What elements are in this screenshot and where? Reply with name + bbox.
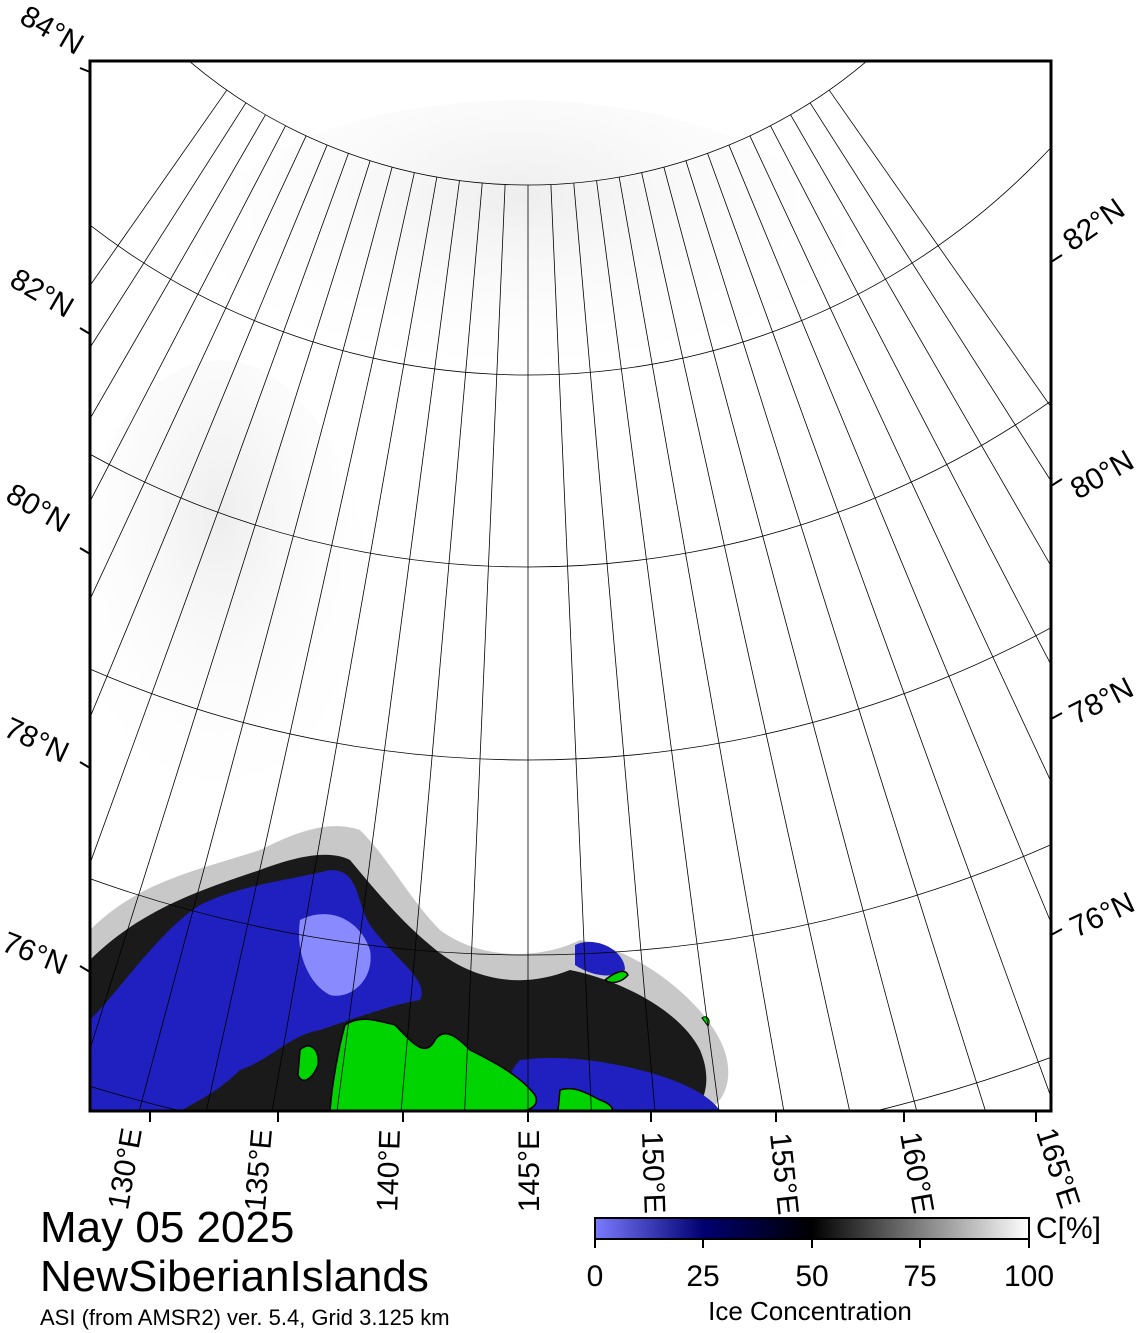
lon-label: 135°E bbox=[239, 1128, 279, 1213]
meridian-line bbox=[618, 176, 785, 1111]
lat-label-left: 84°N bbox=[15, 0, 90, 62]
meridian-line bbox=[336, 180, 460, 1111]
meridian-line bbox=[828, 89, 1051, 408]
colorbar-tick-label: 0 bbox=[586, 1260, 604, 1293]
lat-label-left: 76°N bbox=[0, 926, 72, 982]
lat-label-right: 80°N bbox=[1065, 444, 1140, 506]
meridian-line bbox=[90, 160, 371, 1051]
ice-texture bbox=[190, 100, 850, 420]
meridian-line bbox=[749, 135, 1051, 783]
meridian-line bbox=[550, 184, 592, 1111]
meridian-line bbox=[90, 153, 349, 865]
meridian-line bbox=[138, 167, 393, 1111]
colorbar-title: Ice Concentration bbox=[708, 1296, 912, 1326]
meridian-line bbox=[90, 125, 286, 503]
colorbar-tick-label: 100 bbox=[1003, 1260, 1055, 1293]
meridian-line bbox=[790, 114, 1051, 567]
lon-label: 145°E bbox=[513, 1130, 546, 1212]
lat-label-right: 82°N bbox=[1057, 192, 1131, 257]
low-ice-area-light bbox=[299, 914, 371, 996]
lon-label: 165°E bbox=[1029, 1124, 1086, 1212]
ice-texture bbox=[90, 360, 370, 880]
meridian-lines bbox=[90, 89, 1051, 1111]
meridian-line bbox=[685, 160, 986, 1111]
meridian-line bbox=[205, 172, 415, 1111]
meridian-line bbox=[90, 89, 228, 287]
meridian-line bbox=[641, 172, 851, 1111]
colorbar-tick-label: 50 bbox=[795, 1260, 829, 1293]
low-ice-patch bbox=[575, 941, 625, 976]
land-island-small bbox=[297, 1045, 319, 1081]
land-island-small bbox=[603, 970, 629, 984]
meridian-line bbox=[90, 102, 247, 349]
lat-label-left: 80°N bbox=[1, 477, 76, 539]
frame-ticks bbox=[79, 67, 1063, 1122]
colorbar-tick-label: 75 bbox=[903, 1260, 937, 1293]
data-source-subtitle: ASI (from AMSR2) ver. 5.4, Grid 3.125 km bbox=[40, 1305, 450, 1330]
lon-label: 150°E bbox=[635, 1131, 671, 1214]
meridian-line bbox=[707, 153, 1051, 1099]
lon-label: 155°E bbox=[763, 1131, 804, 1216]
meridian-line bbox=[400, 182, 483, 1111]
lon-label: 140°E bbox=[371, 1129, 407, 1212]
lat-label-right: 78°N bbox=[1064, 671, 1139, 731]
lat-label-left: 82°N bbox=[5, 262, 80, 324]
colorbar-ticks bbox=[594, 1239, 1030, 1248]
meridian-line bbox=[809, 102, 1051, 482]
lat-label-right: 76°N bbox=[1065, 886, 1140, 944]
meridian-line bbox=[573, 182, 656, 1111]
meridian-line bbox=[770, 125, 1051, 666]
meridian-line bbox=[596, 180, 720, 1111]
meridian-line bbox=[90, 135, 307, 601]
lat-label-left: 78°N bbox=[0, 711, 74, 769]
meridian-line bbox=[271, 176, 438, 1111]
meridian-line bbox=[464, 184, 506, 1111]
colorbar bbox=[594, 1217, 1030, 1240]
map-date: May 05 2025 bbox=[40, 1203, 295, 1252]
map-frame bbox=[88, 59, 1053, 1113]
colorbar-tick-label: 25 bbox=[686, 1260, 720, 1293]
meridian-line bbox=[90, 144, 328, 719]
colorbar-unit: C[%] bbox=[1036, 1212, 1102, 1245]
lon-label: 130°E bbox=[102, 1125, 149, 1212]
meridian-line bbox=[728, 144, 1051, 924]
region-title: NewSiberianIslands bbox=[40, 1252, 429, 1301]
lon-label: 160°E bbox=[893, 1129, 940, 1216]
meridian-line bbox=[90, 114, 266, 420]
meridian-line bbox=[663, 167, 918, 1111]
low-ice-patch bbox=[500, 1058, 720, 1111]
